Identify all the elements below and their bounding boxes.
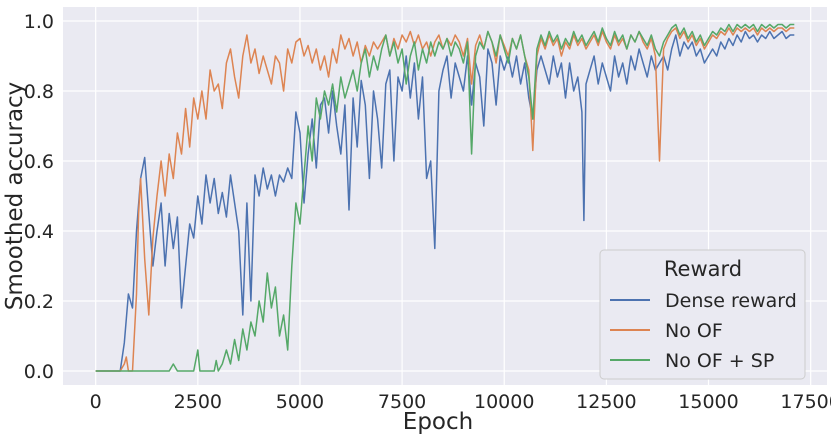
y-tick-label: 0.8 <box>24 81 54 103</box>
x-tick-label: 7500 <box>378 391 426 413</box>
y-tick-label: 0.0 <box>24 361 54 383</box>
series-line-no-of-sp <box>95 23 795 372</box>
y-tick-label: 0.2 <box>24 291 54 313</box>
y-tick-labels: 0.0 0.2 0.4 0.6 0.8 1.0 <box>24 11 54 383</box>
x-tick-label: 2500 <box>174 391 222 413</box>
x-axis-label: Epoch <box>403 409 473 435</box>
series-line-no-of <box>95 27 795 372</box>
legend-label-dense-reward: Dense reward <box>665 290 797 312</box>
y-tick-label: 1.0 <box>24 11 54 33</box>
series-lines <box>95 23 795 372</box>
x-tick-label: 15000 <box>678 391 738 413</box>
y-tick-label: 0.6 <box>24 151 54 173</box>
x-tick-label: 12500 <box>576 391 636 413</box>
legend-label-no-of: No OF <box>665 320 723 342</box>
legend-box <box>599 249 806 380</box>
x-tick-label: 5000 <box>276 391 324 413</box>
legend-items: Dense reward No OF No OF + SP <box>610 290 797 372</box>
x-tick-label: 0 <box>90 391 102 413</box>
legend: Reward Dense reward No OF No OF + SP <box>599 249 806 380</box>
y-axis-label: Smoothed accuracy <box>2 82 28 311</box>
legend-title: Reward <box>664 257 742 281</box>
series-line-dense-reward <box>95 30 795 372</box>
x-tick-label: 10000 <box>474 391 534 413</box>
y-tick-label: 0.4 <box>24 221 54 243</box>
legend-label-no-of-sp: No OF + SP <box>665 350 774 372</box>
